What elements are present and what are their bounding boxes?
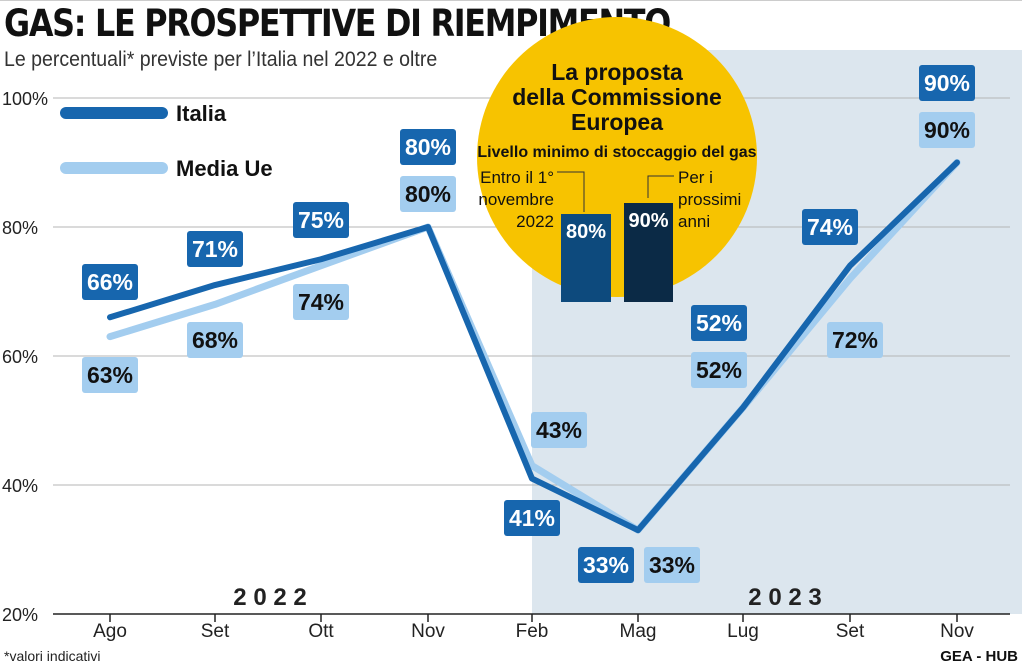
data-label-italia: 41% [509,505,555,531]
data-label-italia-box [293,202,349,238]
data-label-media-ue-box [919,112,975,148]
data-label-italia: 75% [298,207,344,233]
data-label-italia-box [919,65,975,101]
x-tick-label: Mag [620,621,657,642]
data-label-italia: 74% [807,214,853,240]
data-label-media-ue-box [644,547,700,583]
inset-bar-value: 90% [628,210,668,232]
series-line-media-ue [106,159,961,534]
data-label-media-ue: 74% [298,289,344,315]
x-tick-label: Set [201,621,230,642]
data-label-italia-box [400,129,456,165]
x-tick-label: Feb [516,621,549,642]
inset-title-line: La proposta [551,59,683,85]
data-label-media-ue: 63% [87,362,133,388]
data-label-italia-box [802,209,858,245]
inset-bar [561,214,611,302]
inset-bar-desc: 2022 [516,212,554,231]
data-label-italia: 80% [405,134,451,160]
series-line-italia [107,159,960,534]
inset-bar-desc: prossimi [678,190,741,209]
x-tick-label: Set [836,621,865,642]
data-label-media-ue-box [187,322,243,358]
data-label-italia: 33% [583,552,629,578]
inset-title-line: della Commissione [512,84,722,110]
data-label-media-ue-box [400,176,456,212]
x-tick-label: Ago [93,621,127,642]
y-tick-label: 40% [2,476,38,496]
data-label-media-ue: 68% [192,327,238,353]
y-tick-label: 60% [2,347,38,367]
y-tick-label: 20% [2,605,38,625]
inset-bar [624,203,673,302]
legend-label-italia: Italia [176,101,227,126]
y-tick-label: 80% [2,218,38,238]
data-label-italia-box [691,305,747,341]
inset-bar-desc: novembre [478,190,554,209]
data-label-media-ue: 33% [649,552,695,578]
data-label-italia: 52% [696,310,742,336]
inset-title-line: Europea [571,109,663,135]
page-subtitle: Le percentuali* previste per l’Italia ne… [4,48,438,71]
inset-bar-desc: Entro il 1° [480,168,554,187]
data-label-media-ue-box [82,357,138,393]
data-label-media-ue: 72% [832,327,878,353]
data-label-italia-box [504,500,560,536]
data-label-media-ue-box [531,412,587,448]
inset-bar-desc: anni [678,212,710,231]
data-label-media-ue: 90% [924,117,970,143]
data-label-italia: 71% [192,236,238,262]
data-label-italia-box [578,547,634,583]
data-label-media-ue: 43% [536,417,582,443]
x-tick-label: Nov [940,621,974,642]
inset-bar-desc: Per i [678,168,713,187]
data-label-italia: 66% [87,269,133,295]
data-label-media-ue-box [691,352,747,388]
y-tick-label: 100% [2,89,48,109]
source-credit: GEA - HUB [940,648,1018,665]
data-label-media-ue-box [293,284,349,320]
data-label-media-ue-box [827,322,883,358]
data-label-italia-box [187,231,243,267]
inset-subtitle: Livello minimo di stoccaggio del gas [477,144,756,161]
inset-circle [477,17,757,297]
data-label-italia-box [82,264,138,300]
x-tick-label: Nov [411,621,445,642]
data-label-italia: 90% [924,70,970,96]
data-label-media-ue: 80% [405,181,451,207]
footnote: *valori indicativi [4,648,101,664]
legend-label-media-ue: Media Ue [176,156,273,181]
inset-leader-line [647,175,674,198]
period-label-2022: 2 0 2 2 [233,584,306,611]
period-label-2023: 2 0 2 3 [748,584,821,611]
inset-bar-value: 80% [566,221,606,243]
x-tick-label: Ott [308,621,334,642]
x-tick-label: Lug [727,621,759,642]
data-label-media-ue: 52% [696,357,742,383]
inset-leader-line [557,171,585,212]
